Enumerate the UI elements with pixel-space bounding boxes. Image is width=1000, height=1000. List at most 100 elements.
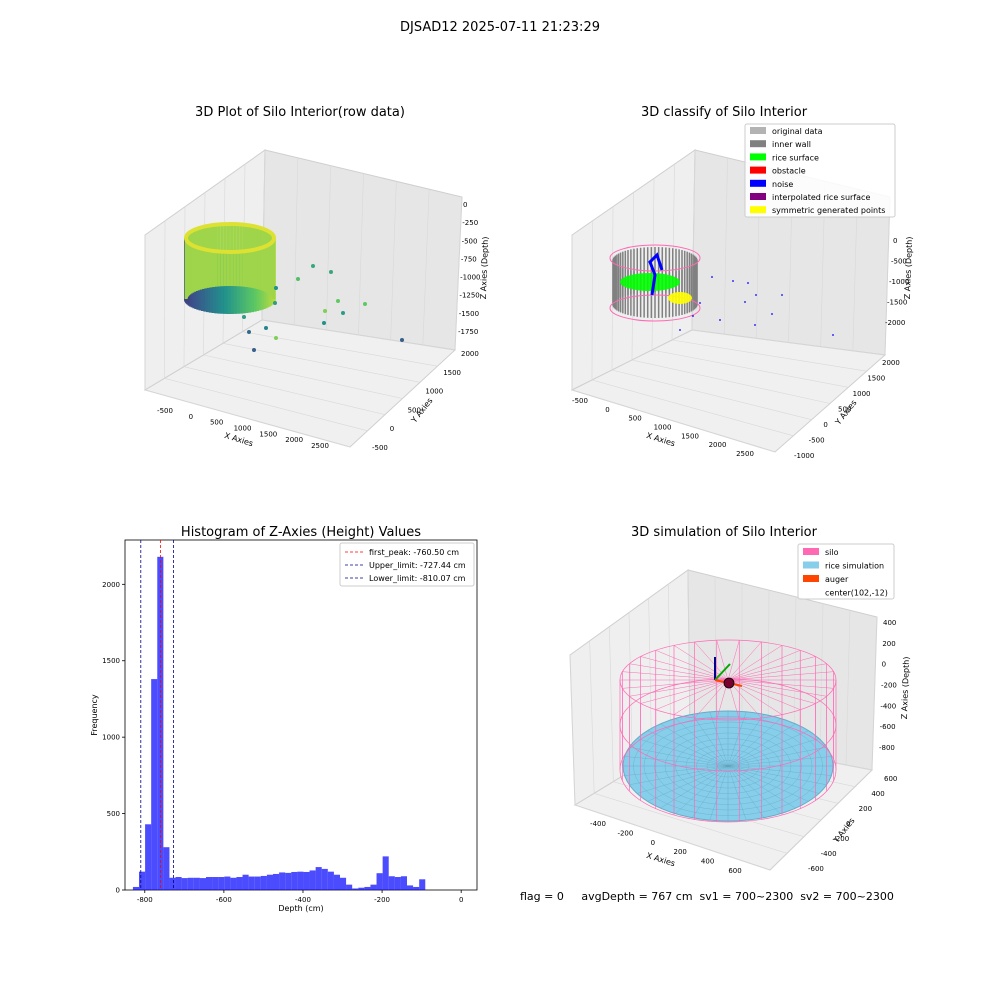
raw-x-tick-labels: -500 0 500 1000 1500 2000 2500	[157, 407, 329, 450]
silo-roof-wire	[727, 679, 827, 697]
sim-z-tick-labels: 400 200 0 -200 -400 -600 -800	[879, 619, 897, 752]
sim-legend-swatch	[803, 548, 819, 555]
grid-line	[144, 389, 351, 448]
noise-point	[754, 324, 756, 326]
sim-legend: silo rice simulation auger center(102,-12)	[797, 543, 895, 600]
grid-line	[611, 369, 812, 420]
grid-line	[591, 379, 794, 437]
rice-surface-points	[620, 273, 680, 291]
hist-legend-items: first_peak: -760.50 cm Upper_limit: -727.…	[345, 548, 466, 583]
hist-bar	[236, 877, 243, 890]
hist-bar	[145, 824, 152, 890]
cls-legend-swatch	[750, 206, 766, 214]
hist-xlabel: Depth (cm)	[278, 904, 323, 913]
cls-legend-label: inner wall	[772, 140, 811, 149]
sim-legend-swatch	[803, 575, 819, 582]
raw-x-tick-label: 1000	[234, 425, 252, 433]
cls-y-tick-label: 500	[838, 406, 851, 414]
cls-z-tick-label: 0	[893, 237, 897, 245]
sim-z-tick-label: 200	[882, 640, 895, 648]
raw-y-tick-label: -500	[372, 444, 388, 452]
cls-legend-label: symmetric generated points	[772, 206, 885, 215]
cls-legend-swatch	[750, 127, 766, 134]
cls-xlabel: X Axies	[645, 431, 676, 448]
sim-rice-mesh	[623, 711, 833, 821]
panel-classify-3d: 3D classify of Silo Interior -5000500100…	[570, 105, 914, 460]
outlier-point	[274, 336, 278, 340]
hist-bar	[260, 875, 267, 890]
sim-legend-label: silo	[825, 548, 839, 557]
silo-roof-wire	[622, 671, 729, 681]
sim-xlabel: X Axies	[645, 851, 676, 868]
silo-roof-wire	[727, 645, 783, 681]
hist-bar	[181, 878, 188, 890]
cls-classified-points	[620, 252, 834, 336]
hist-x-tick-label: -800	[137, 896, 153, 904]
hist-bar	[394, 877, 401, 890]
silo-roof-wire	[673, 645, 729, 681]
cls-z-tick-labels: 0 -500 -1000 -1500 -2000	[885, 237, 909, 327]
sim-y-tick-label: 600	[884, 775, 897, 783]
silo-roof-wire	[727, 650, 801, 681]
sim-auger	[714, 657, 743, 689]
grid-line	[723, 157, 728, 335]
cls-z-tick-label: -500	[891, 258, 907, 266]
silo-roof-wire	[640, 679, 729, 704]
silo-roof-wire	[727, 671, 834, 681]
cls-legend-label: rice surface	[772, 153, 819, 162]
grid-line	[454, 196, 463, 351]
silo-roof-wire	[640, 656, 729, 681]
grid-line	[884, 196, 891, 356]
cls-x-tick-label: 0	[605, 406, 609, 414]
silo-roof-wire	[727, 656, 816, 681]
outlier-point	[274, 286, 278, 290]
hist-bar	[388, 876, 395, 890]
sim-auger-hub	[723, 677, 735, 689]
noise-point	[747, 282, 749, 284]
hist-bar	[358, 887, 365, 890]
silo-roof-wire	[727, 663, 827, 681]
hist-bar	[175, 877, 182, 890]
sim-legend-label: rice simulation	[825, 562, 884, 571]
noise-point	[781, 294, 783, 296]
cls-inner-wall-points	[609, 244, 701, 322]
hist-bar	[193, 877, 200, 890]
sim-z-tick-label: -400	[880, 702, 896, 710]
hist-legend-label: first_peak: -760.50 cm	[369, 548, 459, 557]
raw-z-tick-label: -1750	[458, 328, 478, 336]
silo-roof-wire	[655, 679, 729, 710]
grid-line	[691, 329, 886, 356]
raw-z-tick-label: -1250	[459, 292, 479, 300]
grid-line	[390, 181, 397, 341]
raw-z-tick-label: -500	[462, 237, 478, 245]
silo-roof-wire	[727, 679, 762, 719]
cls-y-tick-label: -1000	[794, 452, 814, 460]
hist-legend-frame	[339, 542, 475, 587]
raw-y-tick-label: 1000	[425, 388, 443, 396]
sim-auger-x	[714, 663, 731, 681]
hist-x-tick-label: -600	[216, 896, 232, 904]
hist-y-tick-label: 500	[107, 810, 120, 818]
hist-x-tick-label: -200	[374, 896, 390, 904]
cls-legend-label: obstacle	[772, 167, 806, 176]
hist-bar	[327, 871, 334, 890]
raw-x-tick-label: 2500	[311, 442, 329, 450]
grid-line	[631, 359, 831, 404]
hist-bar	[218, 877, 225, 890]
hist-bar	[419, 879, 426, 890]
cls-z-tick-label: -1000	[889, 278, 909, 286]
outlier-point	[311, 264, 315, 268]
sim-y-tick-label: 400	[871, 790, 884, 798]
grid-line	[591, 220, 593, 381]
noise-point	[755, 294, 757, 296]
outlier-point	[329, 270, 333, 274]
cls-x-tick-label: -500	[572, 397, 588, 405]
grid-line	[651, 349, 849, 388]
sim-legend-label: auger	[825, 575, 849, 584]
hist-bar	[406, 885, 414, 890]
outlier-point	[363, 302, 367, 306]
raw-z-tick-label: 0	[463, 201, 467, 209]
raw-x-tick-label: 2000	[285, 436, 303, 444]
outlier-point	[242, 315, 246, 319]
